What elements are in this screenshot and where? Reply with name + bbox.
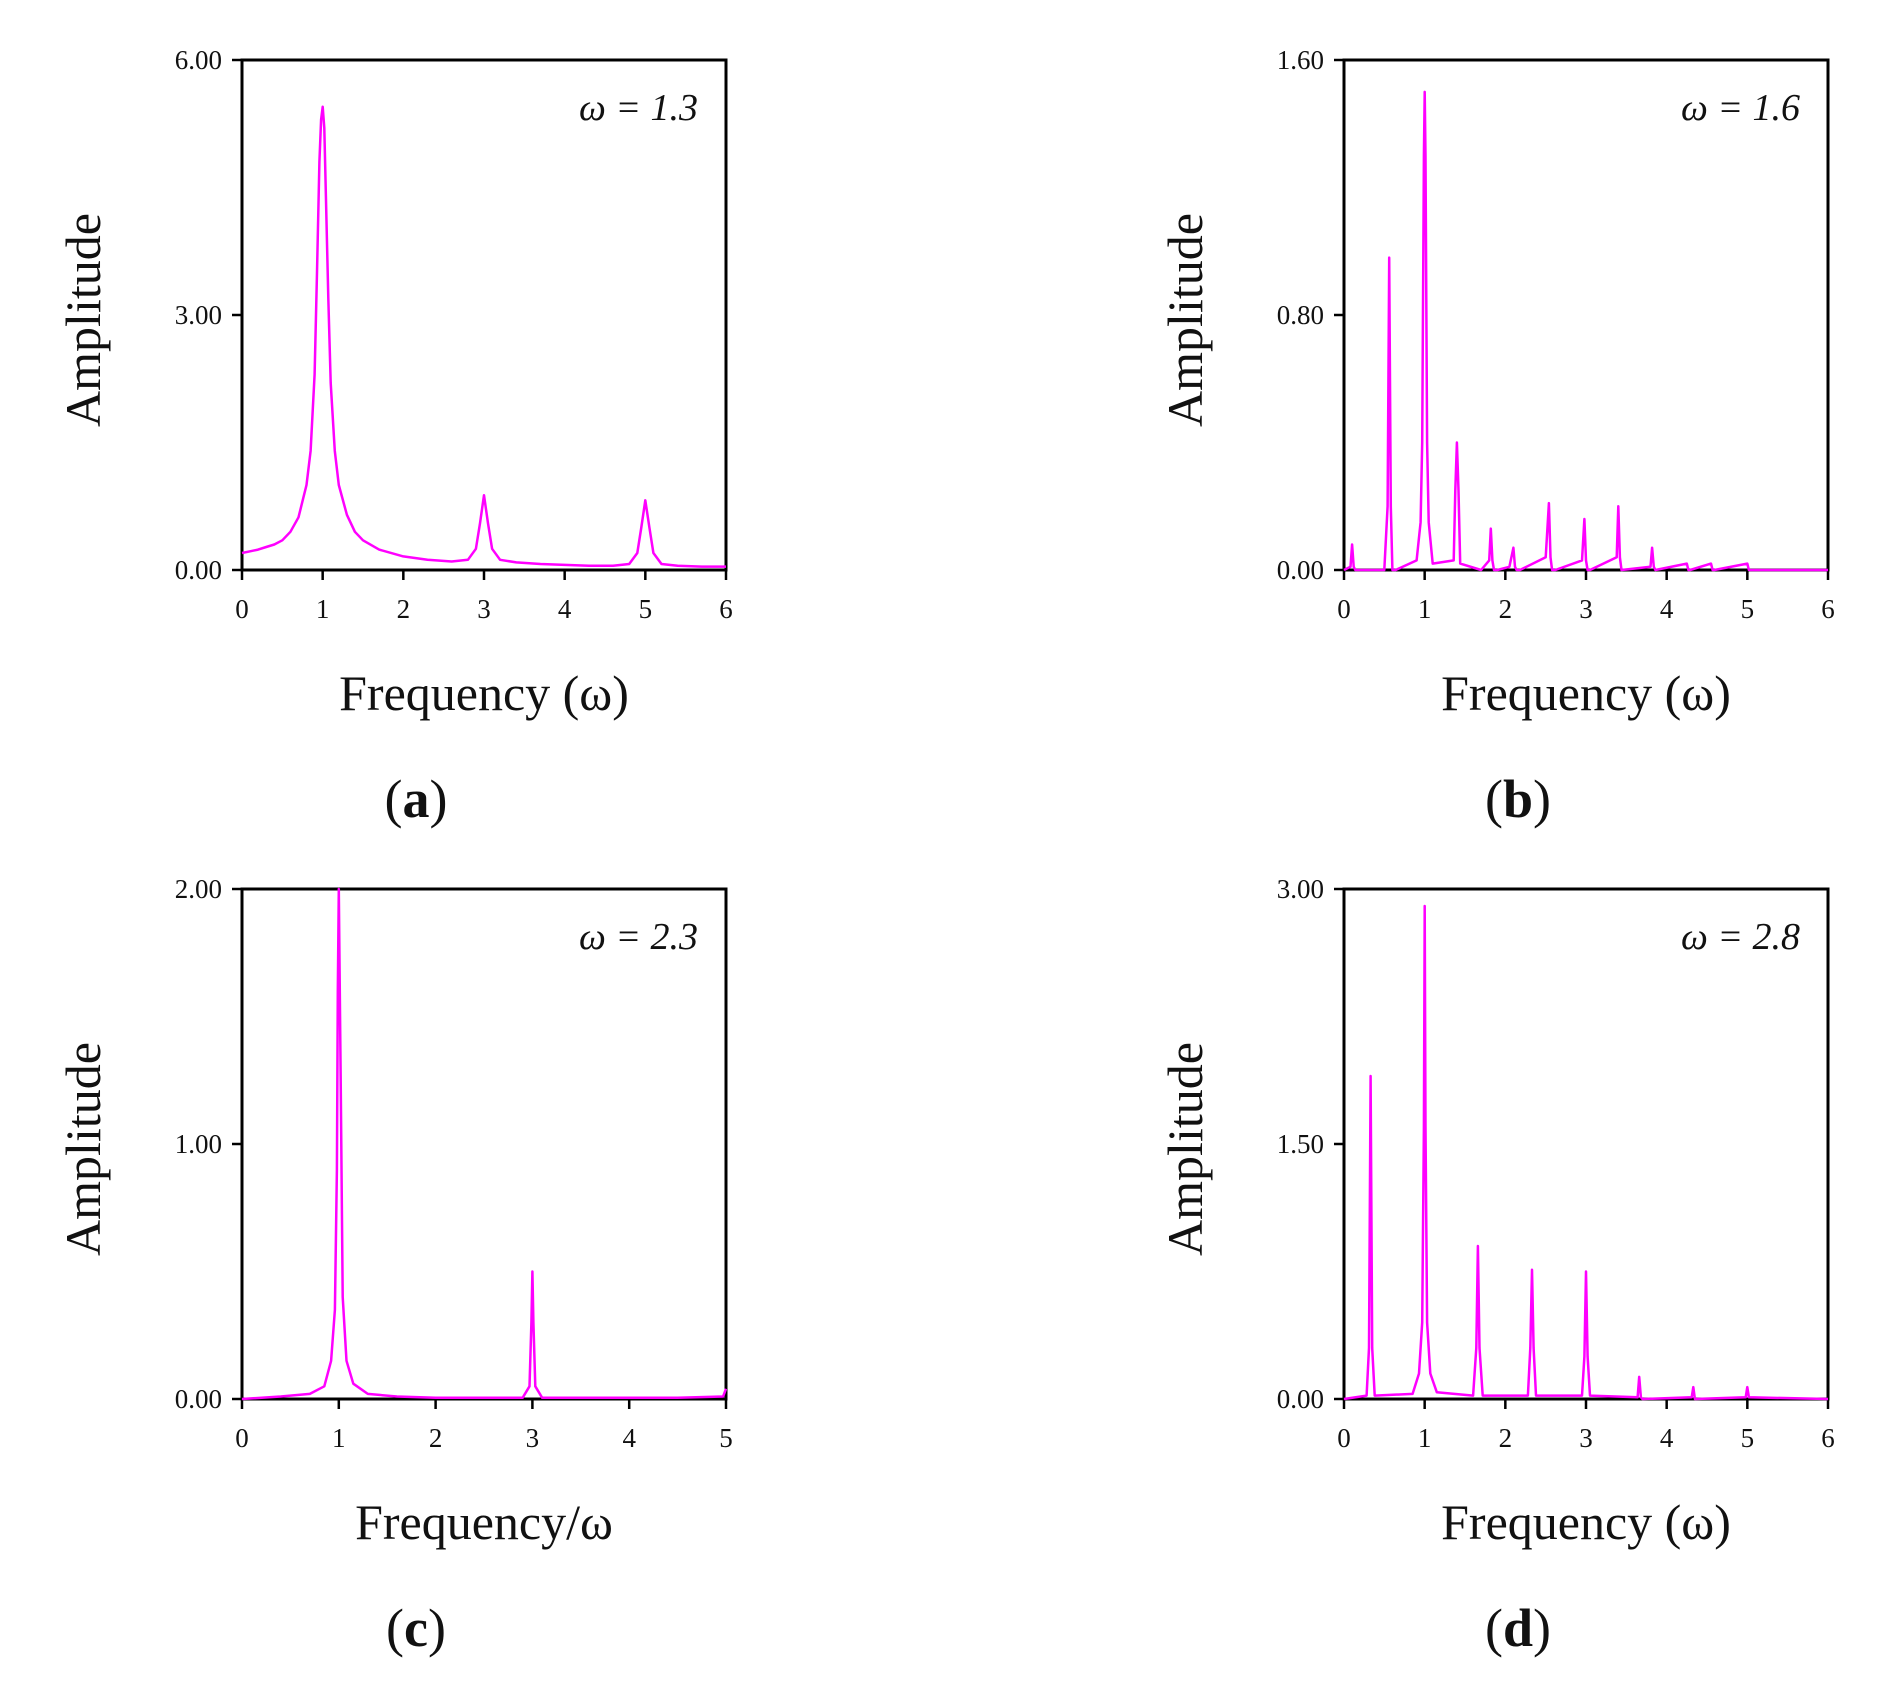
y-tick-label: 1.00: [175, 1129, 222, 1159]
series-line-spectrum: [241, 887, 728, 1401]
plot-frame: [1342, 58, 1830, 572]
series-line-spectrum: [1343, 90, 1828, 572]
panel-letter: a: [403, 769, 430, 829]
panel-label: (b): [1485, 769, 1551, 829]
plot-frame: [240, 58, 728, 572]
y-tick-label: 1.50: [1277, 1129, 1324, 1159]
y-tick-label: 0.00: [1277, 1384, 1324, 1414]
x-tick-label: 4: [558, 594, 572, 624]
x-tick-label: 5: [719, 1423, 733, 1453]
panel-c: 0 1 2 3 4 5 0.00 1.00 2.00 ω = 2.3 Frequency/ω Ampl…: [55, 874, 733, 1658]
series-line-spectrum: [1343, 904, 1829, 1401]
y-tick-label: 1.60: [1277, 45, 1324, 75]
x-tick-label: 0: [1337, 594, 1351, 624]
y-tick-label: 0.00: [1277, 555, 1324, 585]
x-tick-label: 2: [397, 594, 411, 624]
omega-annotation: ω = 1.3: [579, 87, 698, 129]
x-tick-label: 5: [1741, 594, 1755, 624]
x-tick-label: 4: [1660, 1423, 1674, 1453]
y-tick-label: 3.00: [175, 300, 222, 330]
x-axis-label: Frequency (ω): [1441, 1494, 1731, 1550]
y-tick-label: 6.00: [175, 45, 222, 75]
x-axis-label: Frequency/ω: [355, 1494, 613, 1550]
panel-label: (c): [386, 1598, 446, 1658]
y-tick-label: 2.00: [175, 874, 222, 904]
x-tick-label: 3: [1579, 594, 1593, 624]
x-tick-label: 2: [1499, 594, 1513, 624]
panel-a: 0 1 2 3 4 5 6 0.00 3.00 6.00 ω = 1.3 Frequency (ω) A…: [55, 45, 733, 829]
x-tick-label: 2: [429, 1423, 443, 1453]
panel-letter: b: [1503, 769, 1533, 829]
x-tick-label: 1: [1418, 1423, 1432, 1453]
y-axis-label: Amplitude: [1157, 1042, 1213, 1256]
x-tick-label: 0: [235, 1423, 249, 1453]
x-tick-label: 3: [477, 594, 491, 624]
omega-annotation: ω = 2.3: [579, 916, 698, 958]
x-tick-label: 0: [1337, 1423, 1351, 1453]
y-tick-label: 0.00: [175, 555, 222, 585]
x-tick-label: 6: [1821, 1423, 1835, 1453]
x-tick-label: 5: [639, 594, 653, 624]
panel-label: (d): [1485, 1598, 1551, 1658]
plot-frame: [240, 887, 728, 1401]
panel-b: 0 1 2 3 4 5 6 0.00 0.80 1.60 ω = 1.6 Frequency (ω) A…: [1157, 45, 1835, 829]
x-axis-label: Frequency (ω): [339, 665, 629, 721]
x-tick-label: 2: [1499, 1423, 1513, 1453]
x-tick-label: 4: [622, 1423, 636, 1453]
x-tick-label: 0: [235, 594, 249, 624]
x-tick-label: 1: [332, 1423, 346, 1453]
x-tick-label: 3: [1579, 1423, 1593, 1453]
x-tick-label: 6: [719, 594, 733, 624]
x-tick-label: 6: [1821, 594, 1835, 624]
y-tick-label: 3.00: [1277, 874, 1324, 904]
omega-annotation: ω = 1.6: [1681, 87, 1800, 129]
omega-annotation: ω = 2.8: [1681, 916, 1800, 958]
x-tick-label: 4: [1660, 594, 1674, 624]
panel-d: 0 1 2 3 4 5 6 0.00 1.50 3.00 ω = 2.8 Frequency (ω) A…: [1157, 874, 1835, 1658]
panel-label: (a): [385, 769, 448, 829]
y-axis-label: Amplitude: [1157, 213, 1213, 427]
series-line-spectrum: [241, 105, 726, 568]
x-tick-label: 1: [316, 594, 330, 624]
panel-letter: c: [404, 1598, 428, 1658]
y-tick-label: 0.00: [175, 1384, 222, 1414]
x-tick-label: 3: [526, 1423, 540, 1453]
panel-letter: d: [1503, 1598, 1533, 1658]
x-axis-label: Frequency (ω): [1441, 665, 1731, 721]
y-axis-label: Amplitude: [55, 213, 111, 427]
x-tick-label: 1: [1418, 594, 1432, 624]
y-tick-label: 0.80: [1277, 300, 1324, 330]
x-tick-label: 5: [1741, 1423, 1755, 1453]
y-axis-label: Amplitude: [55, 1042, 111, 1256]
